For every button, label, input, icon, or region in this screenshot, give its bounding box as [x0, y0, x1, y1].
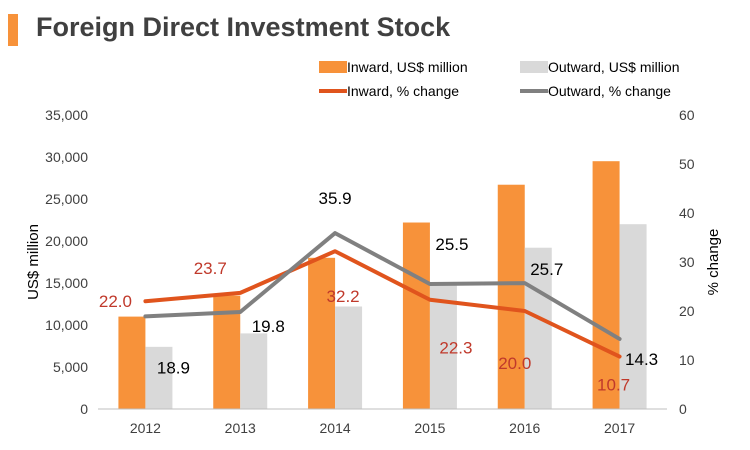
legend-swatch [520, 61, 548, 73]
x-tick-label: 2017 [604, 420, 635, 436]
y-tick-label: 20,000 [45, 233, 88, 249]
y-axis-title: US$ million [25, 224, 42, 300]
data-label: 25.5 [435, 235, 468, 254]
bar-outward [524, 247, 552, 409]
legend-swatch [319, 61, 347, 73]
title-accent-bar [8, 14, 18, 46]
legend-label: Inward, % change [347, 83, 459, 99]
data-label: 10.7 [597, 376, 630, 395]
data-label: 22.0 [99, 292, 132, 311]
y2-axis-title: % change [705, 229, 722, 296]
bar-inward [118, 316, 146, 409]
x-tick-label: 2015 [414, 420, 445, 436]
data-label: 14.3 [625, 350, 658, 369]
data-label: 35.9 [319, 189, 352, 208]
y-tick-label: 10,000 [45, 317, 88, 333]
y-tick-label: 25,000 [45, 191, 88, 207]
y2-tick-label: 60 [679, 107, 695, 123]
bar-outward [145, 346, 173, 409]
y2-tick-label: 50 [679, 156, 695, 172]
data-label: 23.7 [194, 259, 227, 278]
y2-tick-label: 40 [679, 205, 695, 221]
data-label: 18.9 [157, 358, 190, 377]
data-label: 32.2 [327, 287, 360, 306]
legend-label: Outward, US$ million [548, 59, 680, 75]
bar-outward [240, 333, 268, 409]
x-tick-label: 2016 [509, 420, 540, 436]
data-label: 20.0 [498, 354, 531, 373]
y-tick-label: 15,000 [45, 275, 88, 291]
y-tick-label: 0 [80, 401, 88, 417]
y-tick-label: 30,000 [45, 149, 88, 165]
data-label: 19.8 [252, 317, 285, 336]
y2-tick-label: 10 [679, 352, 695, 368]
y2-tick-label: 20 [679, 303, 695, 319]
bar-inward [402, 222, 430, 409]
bar-inward [308, 257, 336, 409]
legend-label: Outward, % change [548, 83, 671, 99]
x-tick-label: 2014 [320, 420, 351, 436]
bar-outward [619, 224, 647, 409]
bar-inward [497, 184, 525, 409]
legend-label: Inward, US$ million [347, 59, 468, 75]
y-tick-label: 35,000 [45, 107, 88, 123]
x-tick-label: 2012 [130, 420, 161, 436]
y2-tick-label: 0 [679, 401, 687, 417]
x-tick-label: 2013 [225, 420, 256, 436]
line-inward-pct [143, 249, 622, 359]
y2-tick-label: 30 [679, 254, 695, 270]
data-label: 22.3 [439, 339, 472, 358]
bar-inward [592, 161, 620, 409]
line-outward-pct [143, 231, 622, 341]
bar-outward [335, 306, 363, 409]
y-tick-label: 5,000 [53, 359, 88, 375]
data-label: 25.7 [530, 260, 563, 279]
chart-title: Foreign Direct Investment Stock [36, 12, 451, 42]
